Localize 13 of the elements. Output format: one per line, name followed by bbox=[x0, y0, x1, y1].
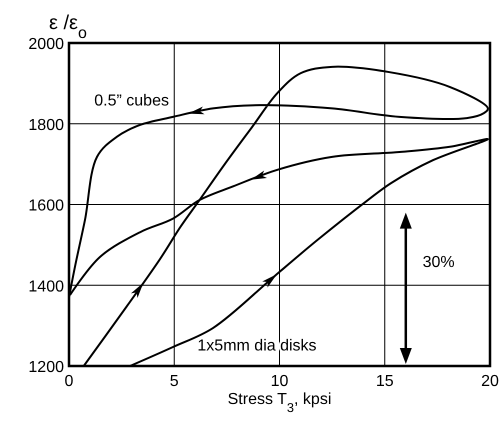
y-tick-label: 1800 bbox=[28, 116, 64, 134]
y-tick-label: 1200 bbox=[28, 359, 64, 376]
y-tick-label: 1600 bbox=[28, 198, 64, 214]
x-tick-label: 10 bbox=[270, 373, 288, 390]
annotation: 30% bbox=[422, 254, 455, 272]
legend-label: 0.5” cubes bbox=[94, 92, 169, 110]
y-tick-label: 1400 bbox=[28, 278, 64, 296]
x-tick-label: 0 bbox=[64, 373, 74, 390]
x-axis-title: Stress T$_{3}$, kpsi bbox=[228, 391, 332, 414]
x-tick-label: 5 bbox=[170, 373, 179, 390]
x-tick-label: 15 bbox=[376, 373, 394, 390]
series-label: 1x5mm dia disks bbox=[197, 338, 317, 355]
x-tick-label: 20 bbox=[481, 373, 499, 390]
